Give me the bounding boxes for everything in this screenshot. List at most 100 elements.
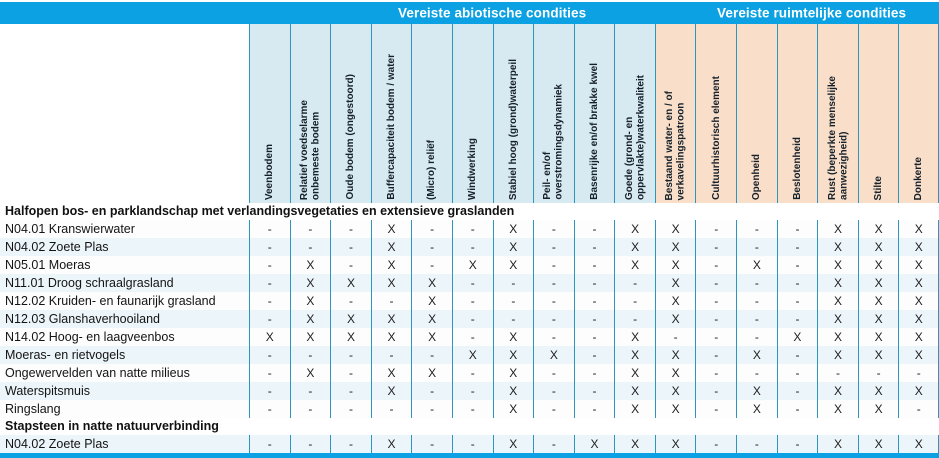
table-cell: X: [654, 364, 696, 382]
table-cell: -: [573, 328, 615, 346]
table-cell: -: [776, 310, 818, 328]
table-cell: -: [330, 346, 371, 364]
table-cell: X: [492, 256, 534, 274]
table-cell: X: [736, 382, 777, 400]
column-headers-row: Veenbodem Relatief voedselarme onbemeste …: [0, 24, 939, 203]
table-cell: X: [857, 310, 899, 328]
table-cell: -: [776, 292, 818, 310]
table-cell: -: [654, 328, 696, 346]
column-header-14: Beslotenheid: [776, 24, 818, 203]
table-cell: -: [736, 364, 777, 382]
table-cell: -: [736, 238, 777, 256]
table-cell: -: [249, 346, 290, 364]
table-cell: X: [370, 435, 412, 453]
table-cell: X: [654, 310, 696, 328]
table-cell: X: [492, 238, 534, 256]
table-cell: X: [817, 382, 858, 400]
table-cell: X: [736, 346, 777, 364]
table-cell: X: [492, 400, 534, 418]
table-cell: X: [736, 400, 777, 418]
table-cell: X: [654, 382, 696, 400]
table-cell: -: [695, 292, 736, 310]
table-cell: -: [411, 382, 452, 400]
table-cell: -: [249, 238, 290, 256]
column-header-3: Oude bodem (ongestoord): [330, 24, 371, 203]
table-row: N14.02 Hoog- en laagveenbos X X X X X - X - - X - - -…: [0, 328, 939, 346]
table-cell: -: [249, 435, 290, 453]
table-cell: -: [573, 346, 615, 364]
row-label: N04.01 Kranswierwater: [5, 222, 135, 236]
table-cell: -: [289, 220, 331, 238]
table-row: Ringslang - - - - - - X - - X X - X - X X -: [0, 400, 939, 418]
table-cell: X: [857, 238, 899, 256]
table-cell: -: [330, 435, 371, 453]
table-cell: -: [249, 310, 290, 328]
row-label: N04.02 Zoete Plas: [5, 240, 109, 254]
table-cell: -: [370, 292, 412, 310]
column-header-11: Bestaand water- en / of verkavelingspatr…: [654, 24, 696, 203]
table-cell: -: [736, 274, 777, 292]
table-cell: -: [776, 346, 818, 364]
table-cell: X: [857, 292, 899, 310]
table-cell: X: [817, 346, 858, 364]
table-cell: X: [330, 328, 371, 346]
table-cell: -: [533, 274, 574, 292]
column-header-label: Bestaand water- en / of verkavelingspatr…: [664, 90, 687, 200]
table-cell: -: [451, 328, 493, 346]
table-cell: X: [289, 364, 331, 382]
table-cell: X: [492, 328, 534, 346]
table-cell: -: [736, 328, 777, 346]
table-cell: X: [289, 274, 331, 292]
table-cell: X: [614, 328, 655, 346]
group-header-bar: Vereiste abiotische condities Vereiste r…: [0, 2, 939, 24]
table-cell: -: [736, 220, 777, 238]
column-header-label: Donkerte: [912, 156, 924, 200]
table-cell: -: [330, 256, 371, 274]
column-header-label: Stilte: [872, 175, 884, 200]
table-cell: -: [411, 435, 452, 453]
table-cell: X: [898, 274, 939, 292]
table-cell: -: [533, 220, 574, 238]
table-cell: X: [654, 220, 696, 238]
column-header-label: Peil- en/of overstromingsdynamiek: [542, 84, 565, 200]
table-row: Waterspitsmuis - - - X - - X - - X X - X - X X X: [0, 382, 939, 400]
table-cell: -: [411, 238, 452, 256]
table-row: N04.02 Zoete Plas - - - X - - X - - X X - - - X X X: [0, 238, 939, 256]
table-cell: -: [533, 382, 574, 400]
table-cell: -: [451, 220, 493, 238]
table-cell: -: [249, 364, 290, 382]
table-cell: X: [614, 256, 655, 274]
table-cell: -: [573, 292, 615, 310]
table-cell: X: [370, 238, 412, 256]
table-cell: X: [857, 220, 899, 238]
table-cell: -: [411, 256, 452, 274]
table-cell: X: [898, 435, 939, 453]
table-cell: X: [857, 435, 899, 453]
table-cell: -: [330, 220, 371, 238]
table-cell: X: [289, 256, 331, 274]
table-cell: -: [776, 400, 818, 418]
table-cell: -: [776, 274, 818, 292]
table-cell: -: [249, 256, 290, 274]
table-cell: -: [330, 364, 371, 382]
table-cell: X: [614, 346, 655, 364]
table-cell: X: [817, 328, 858, 346]
table-cell: X: [289, 310, 331, 328]
table-cell: X: [370, 328, 412, 346]
column-header-7: Stabiel hoog (grond)waterpeil: [492, 24, 534, 203]
table-cell: X: [370, 274, 412, 292]
table-cell: -: [289, 238, 331, 256]
table-cell: -: [817, 364, 858, 382]
column-header-label: Stabiel hoog (grond)waterpeil: [507, 58, 519, 200]
table-cell: -: [289, 400, 331, 418]
table-cell: X: [654, 274, 696, 292]
table-cell: -: [857, 364, 899, 382]
table-cell: -: [573, 274, 615, 292]
column-header-label: Openheid: [751, 153, 763, 200]
table-body: Halfopen bos- en parklandschap met verla…: [0, 203, 939, 453]
column-header-label: Buffercapaciteit bodem / water: [385, 54, 397, 200]
table-cell: X: [898, 292, 939, 310]
column-header-label: Veenbodem: [264, 143, 276, 200]
table-cell: -: [533, 256, 574, 274]
